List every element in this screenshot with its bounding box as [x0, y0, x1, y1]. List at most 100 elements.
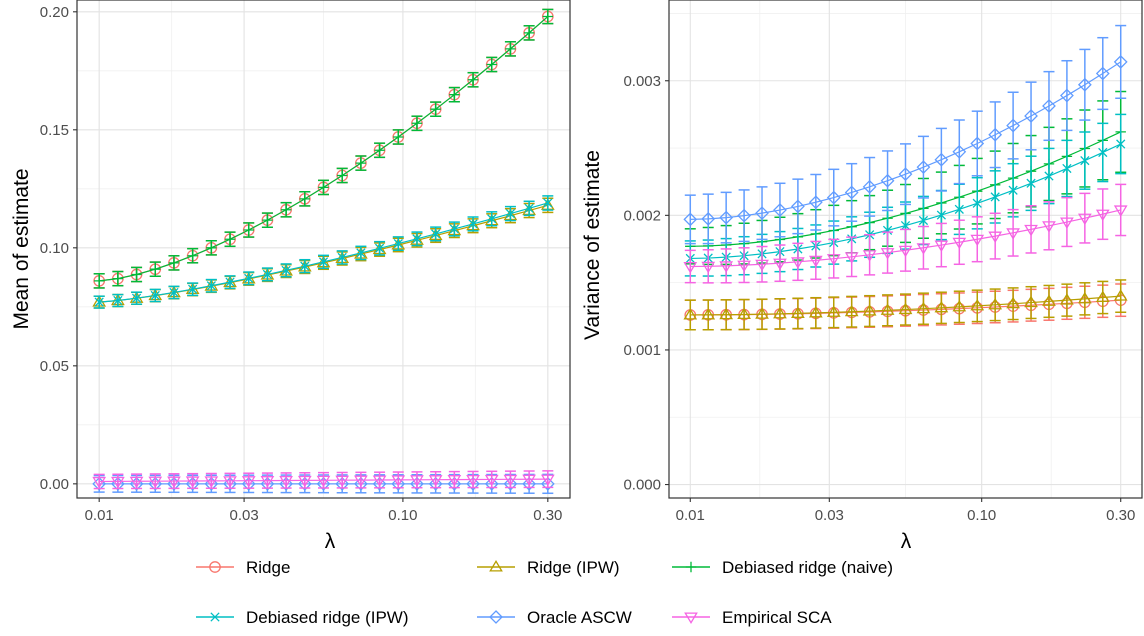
data-point	[279, 475, 293, 488]
data-point	[281, 265, 291, 275]
data-point	[428, 475, 443, 487]
data-point	[372, 476, 387, 491]
data-point	[148, 476, 163, 491]
data-point	[952, 237, 967, 250]
data-point	[1060, 293, 1074, 305]
data-point	[880, 173, 895, 188]
data-point	[898, 167, 913, 182]
data-point	[280, 204, 292, 215]
legend: Ridge Ridge (IPW) Debiased ridge (naive) De…	[196, 558, 893, 627]
data-point	[990, 192, 1000, 202]
x-tick-label: 0.03	[815, 507, 844, 524]
legend-key-marker	[209, 561, 221, 573]
series-ridge-ipw-	[683, 279, 1128, 331]
legend-item-debiased-ridge-ipw-: Debiased ridge (IPW)	[196, 608, 409, 627]
data-point	[223, 476, 237, 491]
data-point	[882, 225, 893, 235]
data-point	[505, 208, 516, 219]
data-point	[1077, 291, 1092, 304]
data-point	[374, 145, 385, 156]
data-point	[880, 303, 895, 315]
data-point	[204, 476, 219, 491]
data-point	[1095, 209, 1110, 222]
data-point	[773, 203, 787, 217]
x-tick-label: 0.30	[533, 507, 562, 524]
data-point	[94, 297, 104, 307]
data-point	[916, 160, 931, 175]
data-point	[916, 301, 931, 314]
data-point	[988, 127, 1003, 142]
data-point	[719, 210, 734, 225]
legend-item-oracle-ascw: Oracle ASCW	[477, 608, 632, 627]
data-point	[241, 476, 256, 491]
series-debiased-ridge-ipw-	[93, 195, 554, 309]
panel-variance-x-axis-label: λ	[901, 530, 912, 553]
data-point	[1116, 139, 1126, 149]
data-point	[431, 229, 441, 239]
data-point	[428, 476, 443, 491]
data-point	[391, 476, 406, 491]
data-point	[773, 258, 787, 271]
data-point	[129, 476, 144, 489]
data-point	[844, 252, 859, 264]
data-point	[1080, 155, 1090, 166]
data-point	[701, 211, 716, 226]
legend-item-empirical-sca: Empirical SCA	[672, 608, 832, 627]
data-point	[169, 287, 179, 298]
data-point	[1024, 109, 1038, 123]
data-point	[952, 144, 967, 159]
data-point	[503, 474, 518, 487]
data-point	[1042, 294, 1056, 306]
series-oracle-ascw	[683, 24, 1128, 245]
panel-mean: 0.00 0.05 0.10 0.15 0.20 0.01 0.03 0.10 0.30 Me…	[10, 0, 571, 553]
data-point	[542, 11, 554, 22]
panel-variance-border	[668, 0, 1143, 499]
data-point	[862, 250, 877, 262]
legend-label: Debiased ridge (IPW)	[246, 608, 409, 627]
data-point	[972, 198, 982, 208]
data-point	[701, 307, 716, 320]
data-point	[1026, 178, 1036, 188]
panel-mean-y-axis-label: Mean of estimate	[10, 168, 33, 329]
data-point	[540, 476, 555, 491]
data-point	[430, 103, 441, 115]
data-point	[737, 307, 751, 320]
series-empirical-sca	[92, 470, 555, 490]
data-point	[1095, 290, 1110, 303]
data-point	[934, 152, 949, 167]
data-point	[988, 231, 1003, 244]
y-tick-label: 0.15	[40, 122, 69, 139]
data-point	[447, 475, 462, 487]
data-point	[683, 261, 698, 274]
data-point	[543, 198, 553, 208]
data-point	[336, 170, 348, 181]
data-point	[225, 277, 235, 287]
data-point	[970, 136, 985, 151]
data-point	[185, 476, 200, 488]
panel-mean-y-ticks: 0.00 0.05 0.10 0.15 0.20	[40, 4, 77, 493]
data-point	[1006, 228, 1020, 240]
data-point	[354, 475, 368, 488]
y-tick-label: 0.002	[623, 207, 661, 224]
data-point	[279, 476, 294, 491]
data-point	[1113, 289, 1128, 301]
data-point	[337, 252, 347, 263]
data-point	[1044, 171, 1054, 181]
data-point	[244, 273, 254, 283]
data-point	[316, 475, 331, 488]
data-point	[1095, 66, 1110, 81]
data-point	[224, 234, 236, 245]
data-point	[260, 476, 275, 491]
data-point	[449, 224, 459, 234]
data-point	[862, 304, 877, 316]
legend-key-marker	[210, 612, 220, 622]
data-point	[1098, 147, 1108, 158]
data-point	[262, 214, 273, 226]
data-point	[486, 59, 497, 70]
x-tick-label: 0.10	[388, 507, 417, 524]
y-tick-label: 0.00	[40, 476, 69, 493]
data-point	[1060, 217, 1074, 230]
legend-label: Ridge	[246, 558, 290, 577]
data-point	[466, 476, 480, 491]
data-point	[916, 243, 931, 255]
